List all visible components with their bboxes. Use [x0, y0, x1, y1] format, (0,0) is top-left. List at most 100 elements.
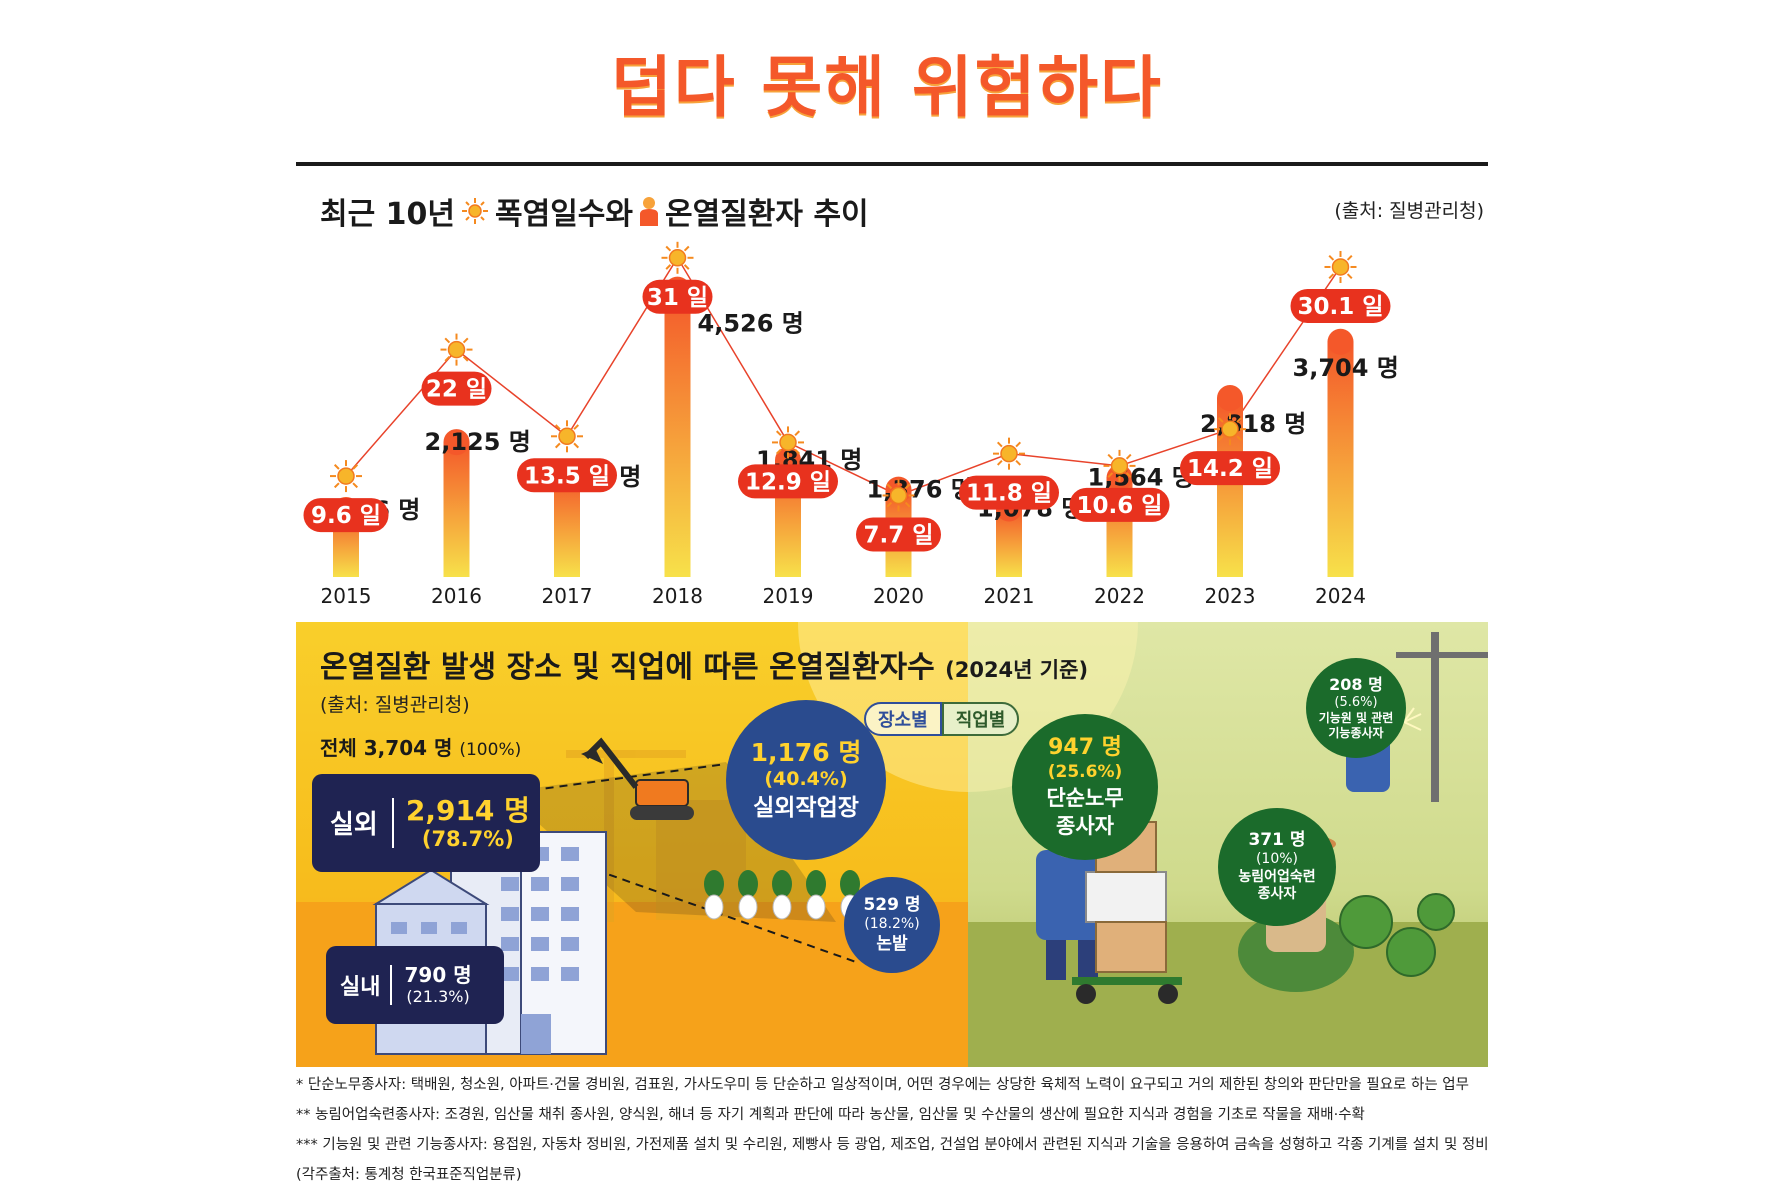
technician-label1: 기능원 및 관련 — [1318, 711, 1394, 726]
days-line — [345, 256, 1342, 497]
heading-patients: 온열질환자 추이 — [665, 197, 869, 232]
simple-labor-circle: 947 명 (25.6%) 단순노무 종사자 — [1012, 714, 1158, 860]
toggle-place[interactable]: 장소별 — [864, 702, 942, 736]
sun-marker — [1214, 413, 1246, 446]
sun-marker — [440, 333, 473, 366]
hand-cart — [1072, 821, 1182, 1004]
field-value: 529 명 — [863, 895, 921, 915]
day-label-pill — [738, 464, 838, 499]
agri-circle: 371 명 (10%) 농림어업숙련 종사자 — [1218, 808, 1336, 926]
field-label: 논밭 — [876, 933, 908, 954]
total-count-pct: (100%) — [459, 740, 522, 760]
sun-marker — [1103, 449, 1136, 482]
footnote-2: ** 농림어업숙련종사자: 조경원, 임산물 채취 종사원, 양식원, 해녀 등… — [296, 1107, 1365, 1123]
day-label: 9.6 일 — [311, 503, 381, 529]
section2-title: 온열질환 발생 장소 및 직업에 따른 온열질환자수 (2024년 기준) — [320, 642, 1088, 686]
worksite-pct: (40.4%) — [764, 768, 848, 791]
outdoor-worksite-circle: 1,176 명 (40.4%) 실외작업장 — [726, 700, 886, 860]
day-label-pill — [959, 475, 1059, 510]
day-label-pill — [1290, 288, 1391, 323]
outdoor-value: 2,914 명 — [405, 793, 530, 827]
patient-bar — [443, 442, 470, 577]
patient-label: 1,564 명 — [1088, 464, 1194, 492]
cabbage-row — [1339, 893, 1455, 977]
day-label: 12.9 일 — [745, 469, 831, 495]
field-circle: 529 명 (18.2%) 논밭 — [844, 877, 940, 973]
worksite-value: 1,176 명 — [750, 738, 862, 768]
patient-bar-head — [443, 429, 470, 456]
day-label: 31 일 — [647, 285, 708, 311]
patient-label: 3,704 명 — [1293, 354, 1399, 382]
year-label: 2020 — [873, 584, 924, 608]
agri-label1: 농림어업숙련 — [1238, 868, 1316, 885]
agri-pct: (10%) — [1255, 851, 1299, 868]
toggle-job[interactable]: 직업별 — [941, 702, 1020, 736]
indoor-label: 실내 — [326, 964, 393, 1006]
indoor-pct: (21.3%) — [406, 987, 470, 1007]
section2-title-sub: (2024년 기준) — [945, 658, 1089, 682]
day-label: 11.8 일 — [966, 481, 1052, 507]
day-label-pill — [856, 517, 941, 552]
excavator-icon — [581, 737, 694, 820]
technician-pct: (5.6%) — [1334, 694, 1378, 710]
patient-bar-head — [1217, 385, 1243, 412]
simple-labor-value: 947 명 — [1048, 735, 1122, 761]
section2-title-text: 온열질환 발생 장소 및 직업에 따른 온열질환자수 — [320, 650, 935, 685]
day-label-pill — [642, 279, 713, 314]
outdoor-pct: (78.7%) — [421, 827, 514, 852]
patient-label: 4,526 명 — [698, 310, 804, 338]
year-label: 2023 — [1205, 584, 1256, 608]
sun-marker — [993, 437, 1025, 470]
agri-value: 371 명 — [1248, 830, 1306, 851]
day-label-pill — [517, 458, 617, 493]
day-label-pill — [421, 371, 492, 406]
sun-marker — [772, 426, 804, 459]
agri-label2: 종사자 — [1257, 886, 1297, 903]
place-job-panel: 온열질환 발생 장소 및 직업에 따른 온열질환자수 (2024년 기준) (출… — [296, 622, 1488, 1067]
year-label: 2021 — [984, 584, 1035, 608]
technician-circle: 208 명 (5.6%) 기능원 및 관련 기능종사자 — [1306, 658, 1406, 758]
year-label: 2019 — [763, 584, 814, 608]
day-label: 7.7 일 — [864, 522, 934, 548]
technician-value: 208 명 — [1329, 674, 1383, 694]
simple-labor-label2: 종사자 — [1056, 814, 1114, 839]
heading-prefix: 최근 10년 — [320, 197, 455, 232]
year-label: 2022 — [1094, 584, 1145, 608]
section2-source: (출처: 질병관리청) — [320, 694, 470, 716]
year-label: 2016 — [431, 584, 482, 608]
patient-bar — [1327, 341, 1354, 577]
person-icon — [640, 197, 658, 226]
patient-label: 2,125 명 — [425, 428, 531, 456]
field-pct: (18.2%) — [864, 916, 920, 933]
chart-source: (출처: 질병관리청) — [1334, 200, 1484, 222]
year-label: 2015 — [321, 584, 372, 608]
sun-marker — [882, 479, 915, 512]
main-title: 덥다 못해 위험하다 — [611, 49, 1163, 126]
indoor-value: 790 명 — [404, 963, 472, 988]
outdoor-box: 실외 2,914 명 (78.7%) — [312, 774, 540, 872]
footnote-1: * 단순노무종사자: 택배원, 청소원, 아파트·건물 경비원, 검표원, 가사… — [296, 1077, 1469, 1093]
patient-bar — [554, 477, 580, 577]
day-label-pill — [1069, 487, 1170, 522]
simple-labor-pct: (25.6%) — [1047, 761, 1123, 782]
total-count-value: 전체 3,704 명 — [320, 736, 453, 760]
scene-illustration — [372, 622, 1488, 1055]
patient-label: 2,818 명 — [1200, 410, 1306, 438]
sun-marker — [330, 460, 362, 493]
section1-heading: 최근 10년 폭염일수와 온열질환자 추이 — [320, 188, 869, 234]
simple-labor-label1: 단순노무 — [1046, 786, 1124, 811]
indoor-box: 실내 790 명 (21.3%) — [326, 946, 504, 1024]
sun-marker — [1324, 250, 1357, 283]
footnotes: * 단순노무종사자: 택배원, 청소원, 아파트·건물 경비원, 검표원, 가사… — [296, 1070, 1489, 1183]
day-label: 10.6 일 — [1077, 493, 1163, 519]
patient-bar — [664, 289, 691, 577]
year-label: 2017 — [542, 584, 593, 608]
day-label: 22 일 — [426, 377, 487, 403]
patient-label: 1,376 명 — [867, 476, 973, 504]
day-label: 13.5 일 — [524, 463, 610, 489]
building-icon — [372, 831, 607, 1055]
place-job-toggle: 장소별 직업별 — [864, 702, 1020, 736]
total-count: 전체 3,704 명 (100%) — [320, 732, 521, 761]
sun-marker — [661, 241, 694, 274]
day-label: 14.2 일 — [1187, 456, 1273, 482]
